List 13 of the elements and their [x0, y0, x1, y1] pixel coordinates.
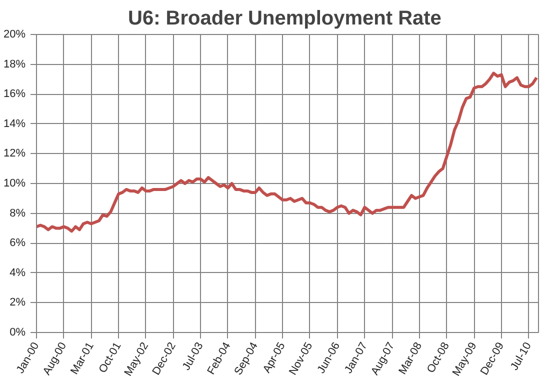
y-tick-label: 16%: [3, 88, 26, 100]
y-tick-label: 4%: [10, 266, 26, 279]
y-tick-label: 0%: [10, 326, 26, 338]
y-tick-label: 8%: [10, 207, 26, 220]
y-tick-label: 2%: [10, 296, 26, 309]
y-tick-label: 18%: [3, 58, 26, 70]
y-tick-label: 20%: [3, 28, 26, 40]
y-tick-label: 6%: [10, 237, 26, 250]
y-tick-label: 14%: [3, 118, 26, 130]
y-tick-label: 10%: [3, 178, 26, 190]
y-tick-label: 12%: [3, 148, 26, 160]
line-series: [36, 72, 538, 233]
chart-title: U6: Broader Unemployment Rate: [128, 8, 442, 30]
